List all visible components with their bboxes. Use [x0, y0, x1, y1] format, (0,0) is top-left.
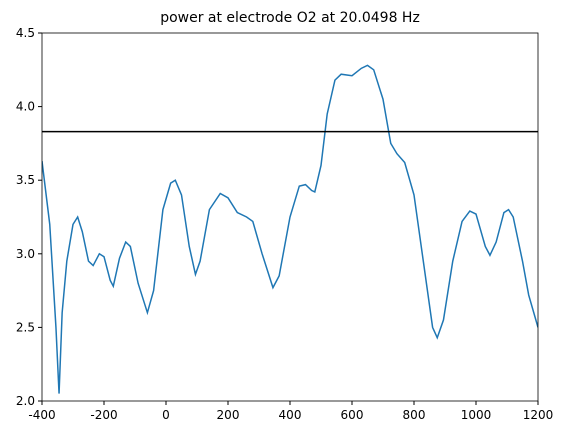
x-tick-label: -200	[90, 408, 117, 422]
x-tick-label: -400	[28, 408, 55, 422]
y-tick-label: 3.5	[16, 173, 35, 187]
x-tick-label: 1200	[523, 408, 554, 422]
y-tick-label: 3.0	[16, 247, 35, 261]
y-tick-label: 2.5	[16, 320, 35, 334]
x-tick-label: 800	[403, 408, 426, 422]
axes-frame	[41, 32, 539, 402]
y-tick-label: 4.0	[16, 100, 35, 114]
x-tick-label: 1000	[461, 408, 492, 422]
chart-title: power at electrode O2 at 20.0498 Hz	[160, 10, 420, 26]
x-tick-label: 400	[279, 408, 302, 422]
data-line	[42, 64, 538, 394]
x-tick-label: 0	[162, 408, 170, 422]
y-tick-label: 4.5	[16, 26, 35, 40]
x-tick-label: 200	[217, 408, 240, 422]
x-tick-label: 600	[341, 408, 364, 422]
y-tick-label: 2.0	[16, 394, 35, 408]
